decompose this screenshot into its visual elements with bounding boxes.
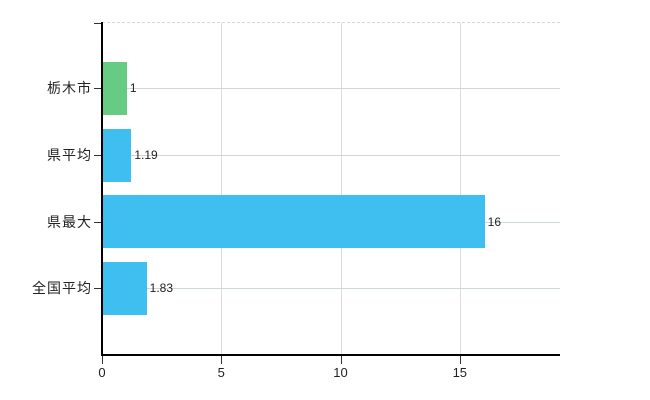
x-axis-tick-label: 15	[452, 365, 468, 380]
bar-value-label: 1.19	[134, 148, 158, 163]
bar	[103, 195, 485, 249]
x-axis-line	[101, 354, 560, 356]
vertical-gridline	[221, 23, 223, 354]
row-gridline	[102, 155, 560, 157]
plot-area: 1 栃木市 1.19 県平均 16 県最大 1.83 全国平均	[32, 22, 560, 354]
y-axis-tick	[94, 288, 102, 290]
bar-value-label: 1.83	[149, 281, 173, 296]
x-axis-tick	[102, 356, 103, 364]
y-axis-tick	[94, 221, 102, 223]
y-axis-tick	[94, 155, 102, 157]
category-label: 栃木市	[47, 80, 92, 97]
x-axis-tick-label: 0	[98, 365, 106, 380]
plot-top-border	[102, 22, 560, 23]
bar	[103, 261, 147, 315]
bar-value-label: 16	[487, 214, 502, 229]
y-axis-top-tick	[94, 23, 102, 24]
bar	[103, 128, 132, 182]
row-gridline	[102, 88, 560, 90]
x-axis-tick	[221, 356, 223, 364]
x-axis-tick	[340, 356, 342, 364]
category-label: 県最大	[47, 213, 92, 230]
bar-value-label: 1	[129, 81, 137, 96]
x-axis-tick-label: 5	[217, 365, 225, 380]
x-axis-tick-label: 10	[333, 365, 348, 380]
bar	[103, 61, 127, 115]
category-label: 全国平均	[32, 280, 92, 297]
category-label: 県平均	[47, 147, 92, 164]
vertical-gridline	[459, 23, 461, 354]
y-axis-tick	[94, 88, 102, 90]
vertical-gridline	[340, 23, 342, 354]
row-gridline	[102, 288, 560, 290]
x-axis-tick	[459, 356, 461, 364]
y-axis-line	[101, 22, 103, 355]
